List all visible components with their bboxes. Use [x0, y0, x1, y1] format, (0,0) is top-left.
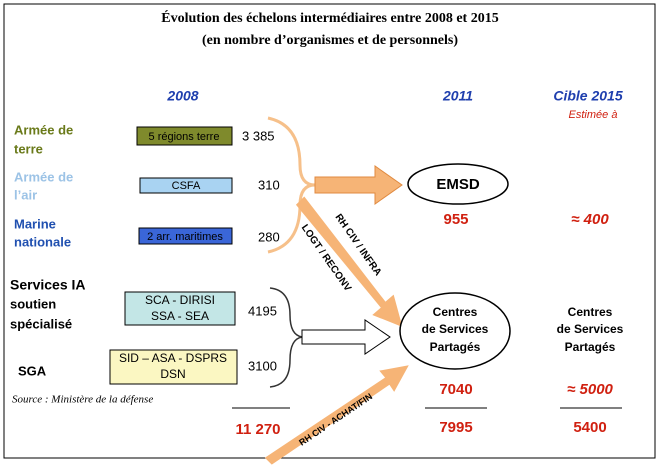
count: 3 385 [242, 128, 275, 143]
arrow [264, 365, 409, 465]
arrow [314, 165, 403, 205]
row-label: nationale [14, 234, 71, 249]
col-head: Cible 2015 [553, 88, 622, 104]
target-name: Partagés [565, 340, 616, 354]
total: 7995 [439, 419, 472, 436]
target-name: Partagés [430, 340, 481, 354]
count: 4195 [248, 303, 277, 318]
row-label: terre [14, 141, 43, 156]
target-name: Centres [568, 305, 613, 319]
value: 7040 [439, 381, 472, 398]
box-text: 5 régions terre [149, 131, 220, 143]
total: 11 270 [235, 421, 280, 438]
box [138, 227, 233, 245]
count: 310 [258, 177, 280, 192]
target [407, 163, 509, 205]
target-name: Centres [433, 305, 478, 319]
row-label: Armée de [14, 122, 73, 137]
target [399, 292, 511, 370]
title-line: (en nombre d’organismes et de personnels… [202, 33, 458, 48]
count: 3100 [248, 358, 277, 373]
col-head: 2008 [166, 88, 198, 104]
value: 955 [443, 211, 468, 228]
box [136, 126, 233, 146]
row-label: Services IA [10, 277, 86, 293]
target-name: EMSD [436, 176, 480, 193]
value: ≈ 5000 [567, 381, 613, 398]
value: ≈ 400 [571, 211, 609, 228]
box-text: SCA - DIRISI [145, 293, 215, 307]
row-label: Marine [14, 216, 56, 231]
box-text: SSA - SEA [151, 309, 209, 323]
row-label: soutien [10, 296, 56, 311]
col-head: 2011 [442, 88, 473, 104]
col-sub: Estimée à [569, 109, 618, 121]
box-text: CSFA [172, 180, 201, 192]
box-text: DSN [160, 367, 185, 381]
target-name: de Services [557, 322, 624, 336]
box-text: 2 arr. maritimes [147, 231, 223, 243]
row-label: l’air [14, 187, 37, 202]
title-line: Évolution des échelons intermédiaires en… [161, 9, 498, 26]
source: Source : Ministère de la défense [12, 394, 153, 406]
box [124, 291, 236, 326]
row-label: Armée de [14, 169, 73, 184]
box [139, 177, 233, 194]
arrow [295, 196, 403, 328]
count: 280 [258, 229, 280, 244]
target-name: de Services [422, 322, 489, 336]
total: 5400 [573, 419, 606, 436]
row-label: SGA [18, 363, 47, 378]
row-label: spécialisé [10, 316, 72, 331]
box-text: SID – ASA - DSPRS [119, 351, 227, 365]
box [109, 349, 238, 385]
arrow [301, 319, 391, 355]
